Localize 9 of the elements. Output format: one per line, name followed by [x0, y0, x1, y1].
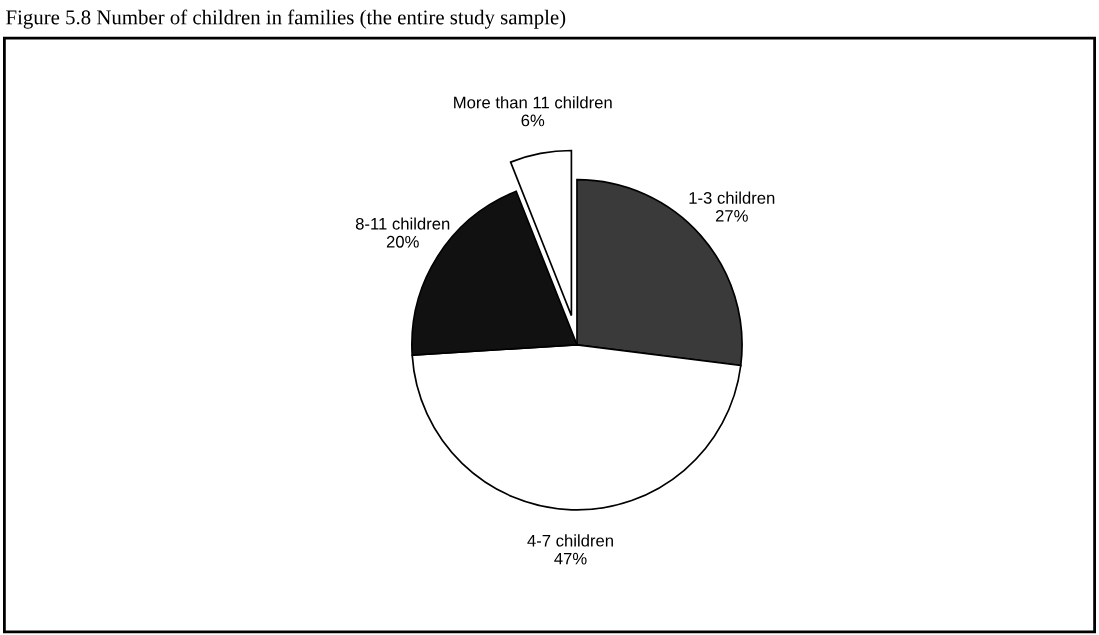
slice-label: 4-7 children [527, 534, 613, 547]
slice-label: 1-3 children [689, 191, 775, 204]
chart-title: Figure 5.8 Number of children in families (the entire study sample) [6, 9, 566, 29]
slice-label: 8-11 children [355, 217, 450, 230]
data-label: 27% [715, 209, 748, 222]
data-label: 20% [386, 235, 419, 248]
data-label: 47% [554, 552, 587, 565]
data-label: 6% [521, 114, 545, 127]
slice-label: More than 11 children [454, 96, 612, 109]
